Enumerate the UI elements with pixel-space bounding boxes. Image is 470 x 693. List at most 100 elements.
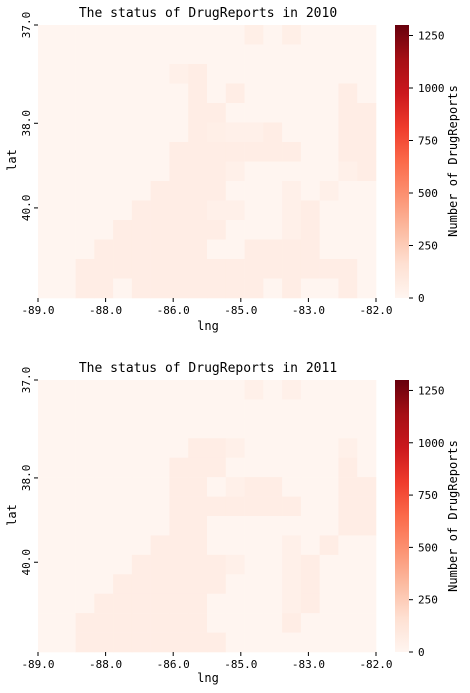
heatmap-cell <box>319 259 339 279</box>
heatmap-cell <box>263 64 283 84</box>
heatmap-cell <box>225 64 245 84</box>
heatmap-cell <box>207 457 227 478</box>
heatmap-cell <box>188 278 208 299</box>
heatmap-cell <box>244 593 264 614</box>
heatmap-cell <box>338 25 358 45</box>
heatmap-cell <box>113 535 133 556</box>
heatmap-cell <box>150 535 170 556</box>
heatmap-cell <box>94 220 114 240</box>
heatmap-cell <box>56 438 76 459</box>
heatmap-cell <box>38 418 58 439</box>
heatmap-cell <box>169 632 189 653</box>
heatmap-cell <box>244 25 264 45</box>
heatmap-cell <box>338 161 358 182</box>
heatmap-cell <box>263 613 283 633</box>
x-axis-label: lng <box>197 319 219 333</box>
x-tick-label: -82.0 <box>359 658 392 671</box>
heatmap-cell <box>94 259 114 279</box>
heatmap-cell <box>225 593 245 614</box>
heatmap-cell <box>357 574 377 595</box>
heatmap-cell <box>131 496 151 517</box>
heatmap-cell <box>38 554 58 575</box>
heatmap-cell <box>188 220 208 240</box>
heatmap-cell <box>94 399 114 420</box>
heatmap-cell <box>56 496 76 517</box>
x-tick-label: -82.0 <box>359 304 392 317</box>
heatmap-cell <box>131 457 151 478</box>
heatmap-cell <box>263 142 283 162</box>
heatmap-cell <box>207 418 227 439</box>
heatmap-cell <box>94 25 114 45</box>
heatmap-cell <box>357 83 377 104</box>
heatmap-cell <box>131 278 151 299</box>
heatmap-cell <box>338 593 358 614</box>
heatmap-cell <box>338 142 358 162</box>
heatmap-cell <box>150 122 170 143</box>
heatmap-cell <box>282 25 302 45</box>
heatmap-cell <box>338 457 358 478</box>
heatmap-cell <box>75 83 95 104</box>
heatmap-cell <box>94 64 114 84</box>
heatmap-cell <box>244 554 264 575</box>
heatmap-cell <box>225 399 245 420</box>
heatmap-cells <box>38 380 377 653</box>
heatmap-cell <box>300 278 320 299</box>
heatmap-cell <box>357 380 377 400</box>
heatmap-cell <box>357 516 377 536</box>
heatmap-cell <box>150 418 170 439</box>
heatmap-cell <box>169 259 189 279</box>
heatmap-cell <box>244 418 264 439</box>
heatmap-cell <box>169 200 189 221</box>
heatmap-cell <box>75 457 95 478</box>
heatmap-cell <box>94 142 114 162</box>
heatmap-cell <box>225 574 245 595</box>
heatmap-cell <box>319 574 339 595</box>
heatmap-cell <box>131 418 151 439</box>
heatmap-cell <box>188 574 208 595</box>
heatmap-cell <box>300 220 320 240</box>
heatmap-cell <box>357 399 377 420</box>
heatmap-cell <box>263 574 283 595</box>
heatmap-cell <box>94 438 114 459</box>
heatmap-cell <box>300 181 320 201</box>
heatmap-cell <box>319 64 339 84</box>
heatmap-cell <box>357 613 377 633</box>
heatmap-cell <box>94 477 114 497</box>
heatmap-cell <box>56 200 76 221</box>
heatmap-cell <box>338 516 358 536</box>
heatmap-cell <box>113 161 133 182</box>
heatmap-cell <box>56 25 76 45</box>
heatmap-cell <box>225 239 245 260</box>
heatmap-cell <box>244 220 264 240</box>
colorbar-tick-label: 1000 <box>418 437 445 450</box>
heatmap-cell <box>75 239 95 260</box>
heatmap-cell <box>113 220 133 240</box>
heatmap-cell <box>244 44 264 65</box>
heatmap-cell <box>282 161 302 182</box>
heatmap-cell <box>244 239 264 260</box>
heatmap-cell <box>244 259 264 279</box>
heatmap-cell <box>169 220 189 240</box>
heatmap-cell <box>169 103 189 123</box>
heatmap-cell <box>282 613 302 633</box>
heatmap-cell <box>207 278 227 299</box>
heatmap-cell <box>188 457 208 478</box>
heatmap-cell <box>207 613 227 633</box>
heatmap-cell <box>75 574 95 595</box>
heatmap-cell <box>319 496 339 517</box>
heatmap-cell <box>225 477 245 497</box>
heatmap-cell <box>300 239 320 260</box>
heatmap-cell <box>131 220 151 240</box>
heatmap-cell <box>319 613 339 633</box>
heatmap-cell <box>244 83 264 104</box>
heatmap-cell <box>225 535 245 556</box>
heatmap-cell <box>169 44 189 65</box>
heatmap-cell <box>338 103 358 123</box>
heatmap-cell <box>338 278 358 299</box>
heatmap-cell <box>169 496 189 517</box>
heatmap-cell <box>244 64 264 84</box>
heatmap-cell <box>131 399 151 420</box>
heatmap-cell <box>207 535 227 556</box>
heatmap-cell <box>188 122 208 143</box>
